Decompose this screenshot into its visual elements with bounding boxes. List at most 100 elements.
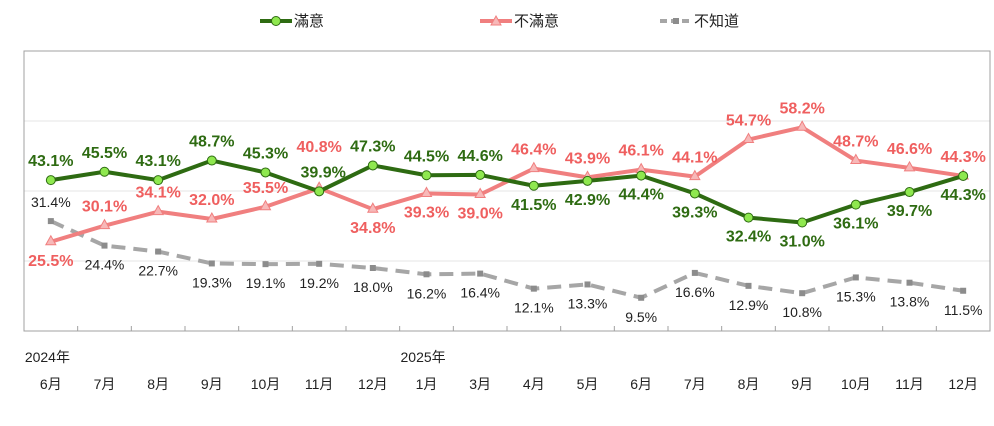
data-point — [421, 170, 432, 181]
data-label: 43.9% — [565, 150, 610, 167]
data-point — [688, 169, 701, 181]
x-tick-label: 12月 — [358, 376, 388, 392]
data-point — [742, 132, 755, 144]
data-label: 32.4% — [726, 229, 771, 246]
series-line-2 — [50, 219, 964, 300]
legend-item-satisfied: 滿意 — [258, 10, 324, 31]
data-point — [745, 282, 752, 289]
data-point — [799, 290, 806, 297]
series-line-1 — [50, 125, 964, 244]
data-label: 19.3% — [192, 274, 232, 290]
data-label: 24.4% — [85, 257, 125, 273]
x-tick-label: 7月 — [684, 376, 706, 392]
data-label: 39.7% — [887, 203, 932, 220]
data-label: 44.4% — [618, 187, 663, 204]
data-label: 44.3% — [940, 187, 985, 204]
legend-label: 不知道 — [694, 13, 740, 30]
data-point — [260, 167, 271, 178]
data-point — [316, 260, 323, 267]
data-point — [743, 212, 754, 223]
x-tick-label: 10月 — [841, 376, 871, 392]
data-point — [691, 269, 698, 276]
legend-label: 滿意 — [294, 13, 325, 30]
x-tick-label: 3月 — [469, 376, 491, 392]
data-point — [205, 211, 218, 223]
data-point — [638, 294, 645, 301]
data-label: 16.4% — [460, 285, 500, 301]
data-label: 44.6% — [457, 148, 502, 165]
data-point — [906, 279, 913, 286]
data-point — [47, 218, 54, 225]
data-label: 9.5% — [625, 309, 657, 325]
data-point — [852, 274, 859, 281]
legend-label: 不滿意 — [514, 13, 560, 30]
data-label: 44.1% — [672, 150, 717, 167]
data-point — [850, 199, 861, 210]
legend-marker-circle-icon — [260, 15, 292, 26]
data-label: 45.3% — [243, 145, 288, 162]
data-label: 46.1% — [618, 143, 663, 160]
x-tick-label: 4月 — [523, 376, 545, 392]
data-label: 31.0% — [779, 234, 824, 251]
data-label: 39.0% — [457, 206, 502, 223]
legend-item-unknown: 不知道 — [658, 10, 739, 31]
data-label: 19.1% — [246, 275, 286, 291]
data-label: 22.7% — [138, 263, 178, 279]
x-tick-label: 7月 — [94, 376, 116, 392]
data-point — [44, 234, 57, 246]
data-point — [636, 170, 647, 181]
data-point — [796, 120, 809, 131]
data-label: 46.6% — [887, 141, 932, 158]
data-label: 43.1% — [28, 153, 73, 170]
data-point — [314, 186, 325, 197]
data-point — [155, 248, 162, 255]
data-point — [904, 187, 915, 198]
year-label: 2025年 — [401, 349, 446, 365]
data-point — [98, 218, 111, 230]
data-label: 44.5% — [404, 148, 449, 165]
data-point — [367, 160, 378, 171]
data-label: 54.7% — [726, 113, 771, 130]
legend-marker-square-icon — [660, 17, 692, 24]
x-tick-label: 11月 — [895, 376, 924, 392]
data-label: 47.3% — [350, 138, 395, 155]
data-point — [477, 270, 484, 277]
data-label: 39.3% — [672, 204, 717, 221]
data-label: 31.4% — [31, 194, 71, 210]
data-point — [903, 160, 916, 172]
data-point — [369, 265, 376, 271]
data-label: 11.5% — [944, 302, 983, 318]
data-label: 48.7% — [189, 134, 234, 151]
data-point — [206, 155, 217, 166]
series-line-0 — [50, 158, 964, 225]
data-point — [530, 285, 537, 292]
x-tick-label: 12月 — [948, 376, 978, 392]
data-point — [208, 260, 215, 267]
data-label: 10.8% — [782, 304, 822, 320]
x-tick-label: 5月 — [577, 376, 599, 392]
data-label: 30.1% — [82, 199, 127, 216]
data-label: 16.6% — [675, 284, 715, 300]
data-label: 43.1% — [135, 153, 180, 170]
data-point — [689, 188, 700, 199]
x-tick-label: 10月 — [251, 376, 281, 392]
data-point — [45, 175, 56, 186]
data-point — [423, 271, 430, 278]
x-tick-label: 1月 — [416, 376, 438, 392]
data-label: 35.5% — [243, 180, 288, 197]
data-point — [259, 199, 272, 211]
data-label: 48.7% — [833, 134, 878, 151]
data-label: 39.9% — [300, 164, 345, 181]
data-label: 39.3% — [404, 204, 449, 221]
data-point — [262, 261, 269, 268]
data-point — [797, 217, 808, 228]
data-point — [584, 281, 591, 288]
data-label: 25.5% — [28, 253, 73, 270]
data-label: 13.8% — [890, 294, 930, 310]
data-label: 12.9% — [729, 297, 769, 313]
data-label: 34.8% — [350, 220, 395, 237]
legend: 滿意 不滿意 不知道 — [0, 10, 994, 34]
data-label: 12.1% — [514, 300, 554, 316]
